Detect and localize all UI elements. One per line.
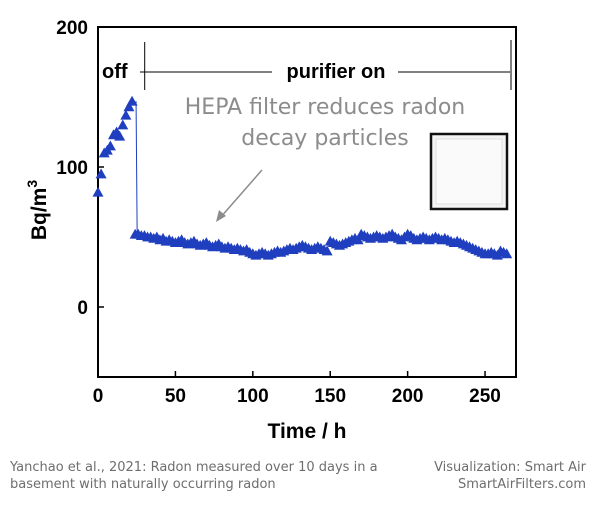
radon-chart: 0 50 100 150 200 250 200 100 0 Time / h Bq/m3 of… [24,18,517,443]
x-tick-label: 250 [469,386,501,407]
data-point [352,234,364,245]
y-axis-label: Bq/m3 [24,180,51,241]
source-line-2: basement with naturally occurring radon [10,477,276,492]
data-point [120,109,132,120]
x-tick-label: 150 [314,386,346,407]
phase-on-label: purifier on [287,61,386,83]
data-point [117,119,129,130]
annotation-line-1: HEPA filter reduces radon [185,95,466,120]
x-tick-label: 100 [237,386,269,407]
credit-line-1: Visualization: Smart Air [434,460,586,475]
data-point [104,140,116,151]
y-tick-label: 0 [77,298,88,319]
axis-ticks [97,26,486,377]
data-point [321,245,333,256]
data-points [92,95,513,260]
data-point [114,130,126,141]
data-point [92,186,104,197]
annotation-arrowhead [216,210,226,222]
source-line-1: Yanchao et al., 2021: Radon measured ove… [10,460,378,475]
x-tick-label: 0 [93,386,104,407]
x-tick-label: 200 [392,386,424,407]
credit-line-2: SmartAirFilters.com [457,477,586,492]
data-point [95,168,107,179]
x-axis-label: Time / h [268,420,347,443]
phase-off-label: off [102,61,128,83]
drop-connector [135,101,138,235]
plot-frame [97,26,517,378]
annotation-arrow [219,169,263,219]
annotation-line-2: decay particles [241,126,409,151]
credit-note: Visualization: Smart Air SmartAirFilters… [366,459,586,493]
tick-labels: 0 50 100 150 200 250 200 100 0 [56,18,501,407]
hepa-filter-icon [429,132,509,211]
data-point [126,95,138,106]
data-point [501,248,513,259]
y-tick-label: 100 [56,158,88,179]
y-tick-label: 200 [56,18,88,39]
data-point [123,101,135,112]
source-note: Yanchao et al., 2021: Radon measured ove… [10,459,390,493]
x-tick-label: 50 [165,386,186,407]
